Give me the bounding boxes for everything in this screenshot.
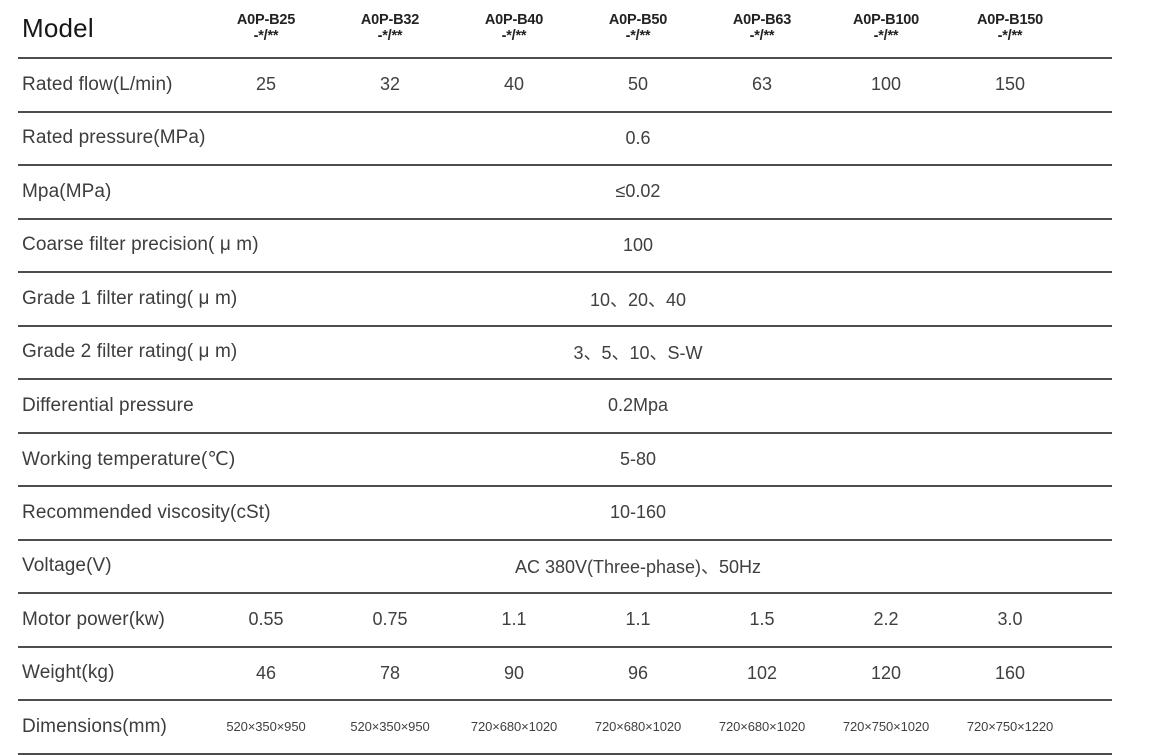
cell-span-value: 0.2Mpa bbox=[607, 395, 669, 416]
table-row-rated-flow: Rated flow(L/min) 25 32 40 50 63 100 150 bbox=[18, 59, 1112, 113]
row-label: Differential pressure bbox=[22, 394, 194, 416]
table-row-grade1-filter-rating: Grade 1 filter rating( μ m) 10、20、40 bbox=[18, 273, 1112, 327]
table-row-grade2-filter-rating: Grade 2 filter rating( μ m) 3、5、10、S-W bbox=[18, 327, 1112, 380]
cell-value: 160 bbox=[994, 662, 1026, 683]
model-name: A0P-B50 bbox=[608, 12, 668, 28]
cell-span-value: 10、20、40 bbox=[589, 289, 687, 310]
table-row-motor-power: Motor power(kw) 0.55 0.75 1.1 1.1 1.5 2.… bbox=[18, 594, 1112, 648]
cell-value: 50 bbox=[627, 74, 649, 95]
cell-value: 1.5 bbox=[749, 609, 775, 630]
cell-value: 720×680×1020 bbox=[470, 719, 558, 735]
cell-value: 100 bbox=[870, 74, 902, 95]
row-label: Dimensions(mm) bbox=[22, 715, 167, 737]
cell-value: 150 bbox=[994, 74, 1026, 95]
row-label: Motor power(kw) bbox=[22, 608, 165, 630]
table-row-rated-pressure: Rated pressure(MPa) 0.6 bbox=[18, 113, 1112, 166]
cell-value: 520×350×950 bbox=[350, 719, 430, 735]
cell-value: 720×680×1020 bbox=[594, 719, 682, 735]
model-suffix: -*/** bbox=[377, 27, 403, 44]
table-row-weight: Weight(kg) 46 78 90 96 102 120 160 bbox=[18, 648, 1112, 701]
table-row-working-temperature: Working temperature(℃) 5-80 bbox=[18, 434, 1112, 487]
row-label: Working temperature(℃) bbox=[22, 448, 236, 470]
model-name: A0P-B32 bbox=[360, 12, 420, 28]
model-name: A0P-B25 bbox=[236, 12, 296, 28]
model-column-header-1: A0P-B25 -*/** bbox=[204, 12, 328, 44]
model-suffix: -*/** bbox=[749, 27, 775, 44]
cell-value: 2.2 bbox=[873, 609, 899, 630]
cell-value: 96 bbox=[627, 662, 649, 683]
model-header-label: Model bbox=[22, 13, 94, 43]
table-header-row: Model A0P-B25 -*/** A0P-B32 -*/** A0P-B40-… bbox=[18, 0, 1112, 59]
table-row-coarse-filter-precision: Coarse filter precision( μ m) 100 bbox=[18, 220, 1112, 273]
row-label: Voltage(V) bbox=[22, 555, 112, 577]
cell-span-value: 5-80 bbox=[619, 448, 657, 469]
model-suffix: -*/** bbox=[997, 27, 1023, 44]
row-label: Rated pressure(MPa) bbox=[22, 127, 206, 149]
table-row-dimensions: Dimensions(mm) 520×350×950 520×350×950 7… bbox=[18, 701, 1112, 755]
row-label: Recommended viscosity(cSt) bbox=[22, 501, 271, 523]
row-label: Grade 1 filter rating( μ m) bbox=[22, 287, 238, 309]
spec-table: Model A0P-B25 -*/** A0P-B32 -*/** A0P-B40-… bbox=[18, 0, 1112, 755]
model-column-header-7: A0P-B150 -*/** bbox=[948, 12, 1072, 44]
cell-value: 1.1 bbox=[625, 609, 651, 630]
cell-value: 102 bbox=[746, 662, 778, 683]
cell-value: 0.75 bbox=[372, 609, 408, 630]
cell-value: 520×350×950 bbox=[226, 719, 306, 735]
model-suffix: -*/** bbox=[501, 27, 527, 44]
cell-span-value: 3、5、10、S-W bbox=[573, 343, 703, 364]
cell-value: 32 bbox=[379, 74, 401, 95]
model-suffix: -*/** bbox=[253, 27, 279, 44]
cell-value: 46 bbox=[255, 662, 277, 683]
cell-value: 90 bbox=[503, 662, 525, 683]
cell-value: 720×680×1020 bbox=[718, 719, 806, 735]
cell-value: 25 bbox=[255, 74, 277, 95]
table-row-mpa: Mpa(MPa) ≤0.02 bbox=[18, 166, 1112, 220]
cell-value: 120 bbox=[870, 662, 902, 683]
row-label: Mpa(MPa) bbox=[22, 180, 112, 202]
cell-span-value: AC 380V(Three-phase)、50Hz bbox=[514, 557, 762, 578]
table-row-recommended-viscosity: Recommended viscosity(cSt) 10-160 bbox=[18, 487, 1112, 541]
cell-span-value: 0.6 bbox=[625, 127, 651, 148]
model-column-header-2: A0P-B32 -*/** bbox=[328, 12, 452, 44]
cell-span-value: ≤0.02 bbox=[615, 181, 661, 202]
model-column-header-4: A0P-B50 -*/** bbox=[576, 12, 700, 44]
model-column-header-5: A0P-B63 -*/** bbox=[700, 12, 824, 44]
model-suffix: -*/** bbox=[625, 27, 651, 44]
cell-value: 3.0 bbox=[997, 609, 1023, 630]
row-label: Weight(kg) bbox=[22, 662, 115, 684]
cell-value: 0.55 bbox=[248, 609, 284, 630]
cell-span-value: 100 bbox=[622, 234, 654, 255]
table-row-voltage: Voltage(V) AC 380V(Three-phase)、50Hz bbox=[18, 541, 1112, 594]
model-column-header-3: A0P-B40 -*/** bbox=[452, 12, 576, 44]
row-label: Coarse filter precision( μ m) bbox=[22, 234, 259, 256]
table-row-differential-pressure: Differential pressure 0.2Mpa bbox=[18, 380, 1112, 434]
model-suffix: -*/** bbox=[873, 27, 899, 44]
row-label: Grade 2 filter rating( μ m) bbox=[22, 341, 238, 363]
model-name: A0P-B63 bbox=[732, 12, 792, 28]
cell-value: 1.1 bbox=[501, 609, 527, 630]
model-name: A0P-B40 bbox=[484, 12, 544, 28]
cell-value: 720×750×1020 bbox=[842, 719, 930, 735]
cell-span-value: 10-160 bbox=[609, 502, 667, 523]
cell-value: 40 bbox=[503, 74, 525, 95]
cell-value: 720×750×1220 bbox=[966, 719, 1054, 735]
row-label: Rated flow(L/min) bbox=[22, 73, 173, 95]
cell-value: 63 bbox=[751, 74, 773, 95]
model-column-header-6: A0P-B100 -*/** bbox=[824, 12, 948, 44]
cell-value: 78 bbox=[379, 662, 401, 683]
model-name: A0P-B100 bbox=[852, 12, 920, 28]
model-name: A0P-B150 bbox=[976, 12, 1044, 28]
